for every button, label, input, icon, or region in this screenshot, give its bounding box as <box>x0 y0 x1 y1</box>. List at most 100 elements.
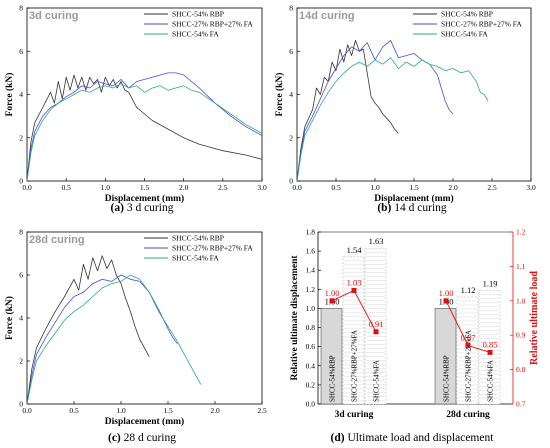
x-tick-label: 0.5 <box>61 183 71 192</box>
y-tick-label: 8 <box>19 4 23 13</box>
panel-title: 3d curing <box>29 10 79 22</box>
x-tick-label: 3.0 <box>526 183 536 192</box>
series-line-2 <box>296 57 489 182</box>
bar-category-label: SHCC-27%RBP+27%FA <box>351 330 359 402</box>
right-tick-label: 1.2 <box>516 228 526 237</box>
x-tick-label: 3.0 <box>257 183 267 192</box>
x-tick-label: 2.0 <box>210 406 220 415</box>
right-tick-label: 1.0 <box>516 296 526 305</box>
y-tick-label: 4 <box>289 90 293 99</box>
load-label: 1.00 <box>325 288 340 298</box>
y-tick-label: 4 <box>19 90 23 99</box>
x-tick-label: 0.5 <box>69 406 79 415</box>
bar-category-label: SHCC-27%RBP+27%FA <box>465 330 473 402</box>
bar-1-2 <box>478 289 501 405</box>
x-tick-label: 2.5 <box>487 183 497 192</box>
load-label: 0.91 <box>369 319 384 329</box>
x-tick-label: 2.5 <box>218 183 228 192</box>
caption-b: (b) 14 d curing <box>377 202 447 214</box>
series-line-0 <box>26 74 263 182</box>
series-line-2 <box>26 83 263 182</box>
y-tick-label: 4 <box>19 314 23 323</box>
x-tick-label: 1.5 <box>409 183 419 192</box>
left-tick-label: 1.8 <box>306 228 316 237</box>
load-marker <box>373 329 379 335</box>
bar-0-2 <box>364 247 387 405</box>
y-tick-label: 2 <box>19 357 23 366</box>
x-tick-label: 2.5 <box>257 406 267 415</box>
bar-0-0 <box>320 308 343 405</box>
right-tick-label: 1.1 <box>516 262 526 271</box>
legend-label-2: SHCC-54% FA <box>172 30 219 39</box>
y-tick-label: 2 <box>289 133 293 142</box>
y-tick-label: 0 <box>19 400 23 409</box>
series-line-1 <box>296 40 454 182</box>
bar-1-1 <box>456 296 479 405</box>
caption-a: (a) 3 d curing <box>111 202 174 214</box>
displacement-label: 1.19 <box>483 278 498 288</box>
right-tick-label: 0.9 <box>516 331 526 340</box>
y-tick-label: 6 <box>19 47 23 56</box>
bar-category-label: SHCC-54%FA <box>487 360 495 402</box>
legend-label-2: SHCC-54% FA <box>172 254 219 263</box>
load-label: 0.85 <box>483 339 498 349</box>
panel-title: 14d curing <box>299 10 355 22</box>
x-tick-label: 1.0 <box>101 183 111 192</box>
left-tick-label: 1.6 <box>306 247 316 256</box>
load-marker <box>329 298 335 304</box>
left-tick-label: 1.4 <box>306 266 316 275</box>
series-line-0 <box>296 40 399 182</box>
load-label: 0.87 <box>461 333 476 343</box>
load-marker <box>351 287 357 293</box>
x-tick-label: 0.0 <box>22 183 32 192</box>
left-tick-label: 0.4 <box>306 361 316 370</box>
load-marker <box>487 349 493 355</box>
y-tick-label: 0 <box>289 177 293 186</box>
x-axis-label: Displacement (mm) <box>105 193 184 204</box>
displacement-label: 1.54 <box>347 245 363 255</box>
left-tick-label: 1.0 <box>306 304 316 313</box>
x-tick-label: 1.0 <box>370 183 380 192</box>
x-axis-label: Displacement (mm) <box>374 193 453 204</box>
y-tick-label: 6 <box>289 47 293 56</box>
y-tick-label: 0 <box>19 177 23 186</box>
panel-c-28d-curing: 0.0 0.5 1.0 1.5 2.0 2.5 0 2 4 6 8 Displacement (mm)… <box>4 228 267 428</box>
legend-label-2: SHCC-54% FA <box>441 30 488 39</box>
series-line-2 <box>26 274 202 405</box>
left-tick-label: 0.8 <box>306 323 316 332</box>
load-label: 1.03 <box>347 277 362 287</box>
x-tick-label: 0.5 <box>331 183 341 192</box>
group-label: 28d curing <box>446 410 490 420</box>
left-axis-label: Relative ultimate displacement <box>290 255 300 381</box>
x-tick-label: 0.0 <box>22 406 32 415</box>
bar-category-label: SHCC-54%FA <box>373 360 381 402</box>
series-line-1 <box>26 274 178 405</box>
series-line-1 <box>26 72 263 182</box>
right-axis-label: Relative ultimate load <box>529 271 540 365</box>
x-tick-label: 2.0 <box>179 183 189 192</box>
panel-title: 28d curing <box>29 234 85 246</box>
x-tick-label: 2.0 <box>448 183 458 192</box>
left-tick-label: 0.6 <box>306 342 316 351</box>
load-marker <box>443 298 449 304</box>
legend-label-0: SHCC-54% RBP <box>172 234 224 243</box>
displacement-label: 1.63 <box>369 236 384 246</box>
right-tick-label: 0.8 <box>516 365 526 374</box>
caption-c: (c) 28 d curing <box>108 432 176 444</box>
x-tick-label: 1.5 <box>140 183 150 192</box>
y-axis-label: Force (kN) <box>4 296 15 340</box>
left-tick-label: 0.0 <box>306 400 316 409</box>
bar-category-label: SHCC-54%RBP <box>329 355 337 402</box>
left-tick-label: 1.2 <box>306 285 316 294</box>
load-marker <box>465 343 471 349</box>
bar-1-0 <box>434 308 457 405</box>
group-label: 3d curing <box>335 410 374 420</box>
series-line-0 <box>26 255 150 405</box>
load-label: 1.00 <box>439 288 454 298</box>
x-tick-label: 0.0 <box>292 183 302 192</box>
y-axis-label: Force (kN) <box>4 73 15 117</box>
left-tick-label: 0.2 <box>306 380 316 389</box>
x-tick-label: 1.0 <box>116 406 126 415</box>
legend-label-1: SHCC-27% RBP+27% FA <box>172 244 253 253</box>
